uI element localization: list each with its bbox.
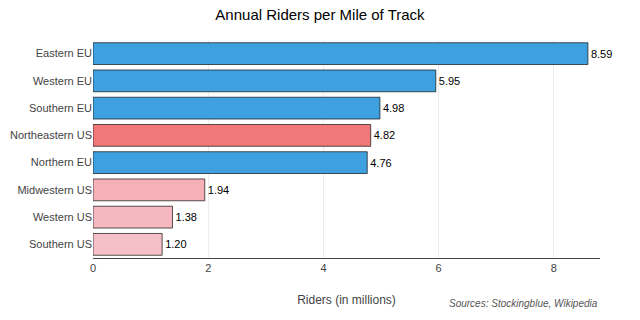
svg-text:5.95: 5.95 bbox=[439, 75, 460, 87]
svg-text:1.20: 1.20 bbox=[165, 238, 186, 250]
svg-text:6: 6 bbox=[436, 262, 442, 274]
svg-text:Northeastern US: Northeastern US bbox=[10, 129, 92, 141]
svg-text:Western US: Western US bbox=[33, 211, 92, 223]
svg-text:Sources: Stockingblue, Wikiped: Sources: Stockingblue, Wikipedia bbox=[449, 298, 598, 309]
svg-text:4.76: 4.76 bbox=[370, 157, 391, 169]
svg-text:Northern EU: Northern EU bbox=[31, 156, 92, 168]
svg-text:1.38: 1.38 bbox=[176, 211, 197, 223]
svg-text:Annual Riders per Mile of Trac: Annual Riders per Mile of Track bbox=[215, 6, 425, 23]
svg-text:4: 4 bbox=[320, 262, 326, 274]
svg-text:2: 2 bbox=[205, 262, 211, 274]
svg-text:Midwestern US: Midwestern US bbox=[17, 184, 92, 196]
svg-text:Eastern EU: Eastern EU bbox=[36, 47, 92, 59]
svg-text:8.59: 8.59 bbox=[591, 48, 612, 60]
svg-text:0: 0 bbox=[90, 262, 96, 274]
svg-text:Riders (in millions): Riders (in millions) bbox=[297, 293, 396, 307]
svg-text:4.82: 4.82 bbox=[374, 129, 395, 141]
svg-text:Western EU: Western EU bbox=[33, 75, 92, 87]
svg-text:Southern EU: Southern EU bbox=[29, 102, 92, 114]
svg-text:8: 8 bbox=[551, 262, 557, 274]
svg-text:1.94: 1.94 bbox=[208, 184, 229, 196]
svg-text:Southern US: Southern US bbox=[29, 238, 92, 250]
svg-text:4.98: 4.98 bbox=[383, 102, 404, 114]
